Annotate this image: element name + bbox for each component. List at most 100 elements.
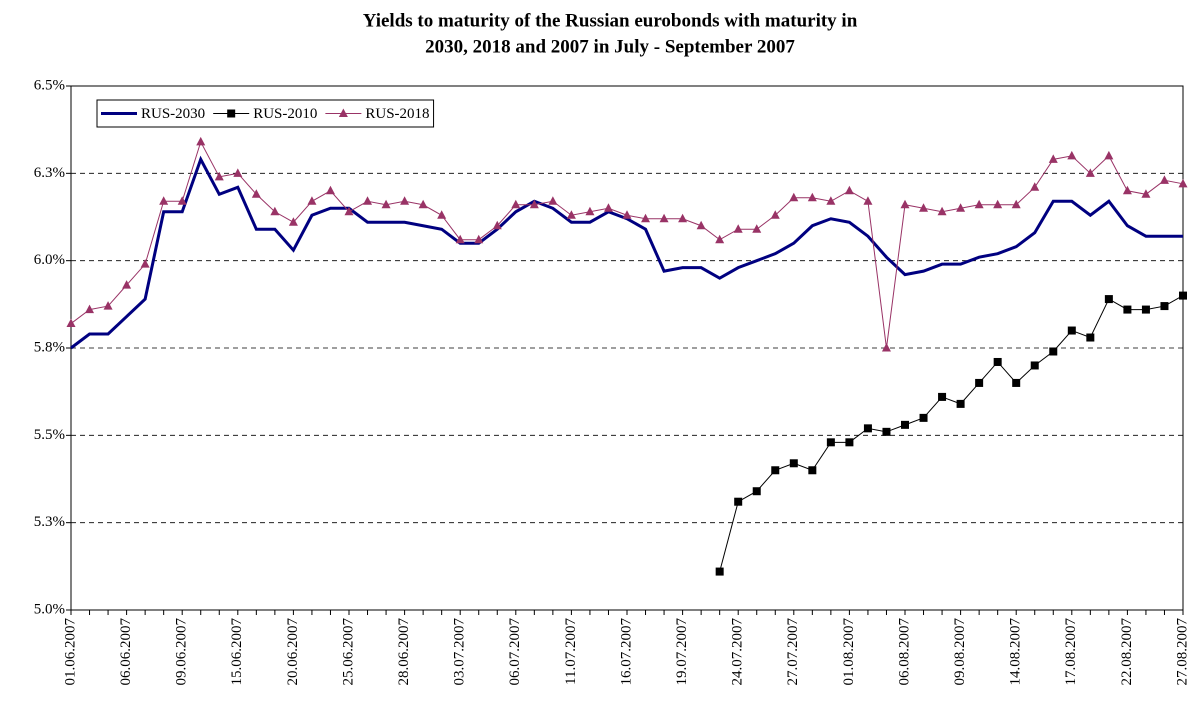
- point: [492, 220, 502, 230]
- point: [177, 196, 187, 205]
- point: [993, 199, 1003, 209]
- point: [1104, 150, 1114, 160]
- point: [993, 357, 1002, 366]
- point: [733, 224, 743, 233]
- x-tick-label: 20.06.2007: [285, 618, 301, 686]
- point: [938, 392, 947, 401]
- point: [344, 206, 354, 216]
- point: [975, 378, 984, 387]
- x-tick-label: 24.07.2007: [730, 618, 746, 686]
- point: [103, 301, 113, 310]
- point: [529, 199, 539, 209]
- y-tick-label: 5.0%: [34, 601, 65, 617]
- series-line: [719, 295, 1184, 572]
- point: [437, 210, 447, 219]
- point: [807, 192, 817, 202]
- x-tick-label: 09.06.2007: [174, 618, 190, 686]
- point: [214, 171, 224, 181]
- point: [789, 459, 798, 468]
- point: [900, 199, 910, 209]
- point: [715, 234, 725, 244]
- point: [919, 413, 928, 422]
- point: [1104, 295, 1113, 304]
- point: [715, 567, 724, 576]
- x-tick-label: 03.07.2007: [452, 618, 468, 686]
- x-tick-label: 01.08.2007: [841, 618, 857, 686]
- point: [474, 234, 484, 244]
- point: [159, 196, 169, 205]
- point: [307, 196, 317, 205]
- point: [844, 185, 854, 195]
- point: [400, 196, 410, 205]
- chart-title: Yields to maturity of the Russian eurobo…: [363, 10, 858, 31]
- x-tick-label: 27.08.2007: [1174, 618, 1190, 686]
- legend-label: RUS-2010: [253, 106, 317, 122]
- point: [363, 196, 373, 205]
- point: [734, 497, 743, 506]
- point: [338, 108, 348, 117]
- point: [511, 199, 521, 209]
- point: [455, 234, 465, 244]
- point: [1141, 305, 1150, 314]
- y-tick-label: 5.8%: [34, 339, 65, 355]
- point: [251, 189, 261, 198]
- point: [66, 318, 76, 328]
- y-tick-label: 6.5%: [34, 77, 65, 93]
- point: [603, 203, 613, 212]
- x-tick-label: 14.08.2007: [1008, 618, 1024, 686]
- x-tick-label: 25.06.2007: [340, 618, 356, 686]
- legend: RUS-2030 RUS-2010 RUS-2018: [96, 99, 435, 128]
- point: [1085, 168, 1095, 177]
- point: [659, 213, 669, 223]
- x-tick-label: 06.07.2007: [507, 618, 523, 686]
- point: [881, 343, 891, 352]
- point: [566, 210, 576, 219]
- point: [622, 210, 632, 219]
- point: [901, 420, 909, 429]
- x-tick-label: 22.08.2007: [1119, 618, 1135, 686]
- point: [1067, 150, 1077, 160]
- point: [1179, 291, 1187, 300]
- point: [122, 280, 132, 289]
- point: [770, 210, 780, 219]
- y-tick-label: 6.3%: [34, 165, 65, 181]
- point: [418, 199, 428, 209]
- x-tick-label: 15.06.2007: [229, 618, 245, 686]
- point: [826, 438, 835, 447]
- point: [956, 203, 966, 212]
- x-tick-label: 06.06.2007: [118, 618, 134, 686]
- point: [233, 168, 243, 177]
- point: [381, 199, 391, 209]
- y-tick-label: 5.5%: [34, 427, 65, 443]
- point: [585, 206, 595, 216]
- y-tick-label: 6.0%: [34, 252, 65, 268]
- point: [1123, 305, 1132, 314]
- x-tick-label: 17.08.2007: [1063, 618, 1079, 686]
- point: [752, 487, 761, 496]
- chart-title: 2030, 2018 and 2007 in July - September …: [425, 36, 795, 57]
- point: [1160, 302, 1169, 311]
- series-line: [70, 155, 1183, 350]
- point: [1030, 182, 1040, 191]
- point: [863, 196, 873, 205]
- point: [863, 424, 872, 433]
- point: [974, 199, 984, 209]
- point: [1030, 361, 1039, 370]
- point: [1067, 326, 1076, 335]
- x-tick-label: 09.08.2007: [952, 618, 968, 686]
- point: [1012, 378, 1021, 387]
- x-tick-label: 16.07.2007: [618, 618, 634, 686]
- x-tick-label: 28.06.2007: [396, 618, 412, 686]
- point: [956, 399, 965, 408]
- x-tick-label: 01.06.2007: [62, 618, 78, 686]
- point: [288, 217, 298, 226]
- legend-box: [96, 99, 435, 128]
- point: [789, 192, 799, 202]
- x-tick-label: 19.07.2007: [674, 618, 690, 686]
- point: [641, 213, 651, 223]
- y-tick-label: 5.3%: [34, 514, 65, 530]
- point: [808, 466, 817, 475]
- point: [826, 196, 836, 205]
- point: [1048, 154, 1058, 163]
